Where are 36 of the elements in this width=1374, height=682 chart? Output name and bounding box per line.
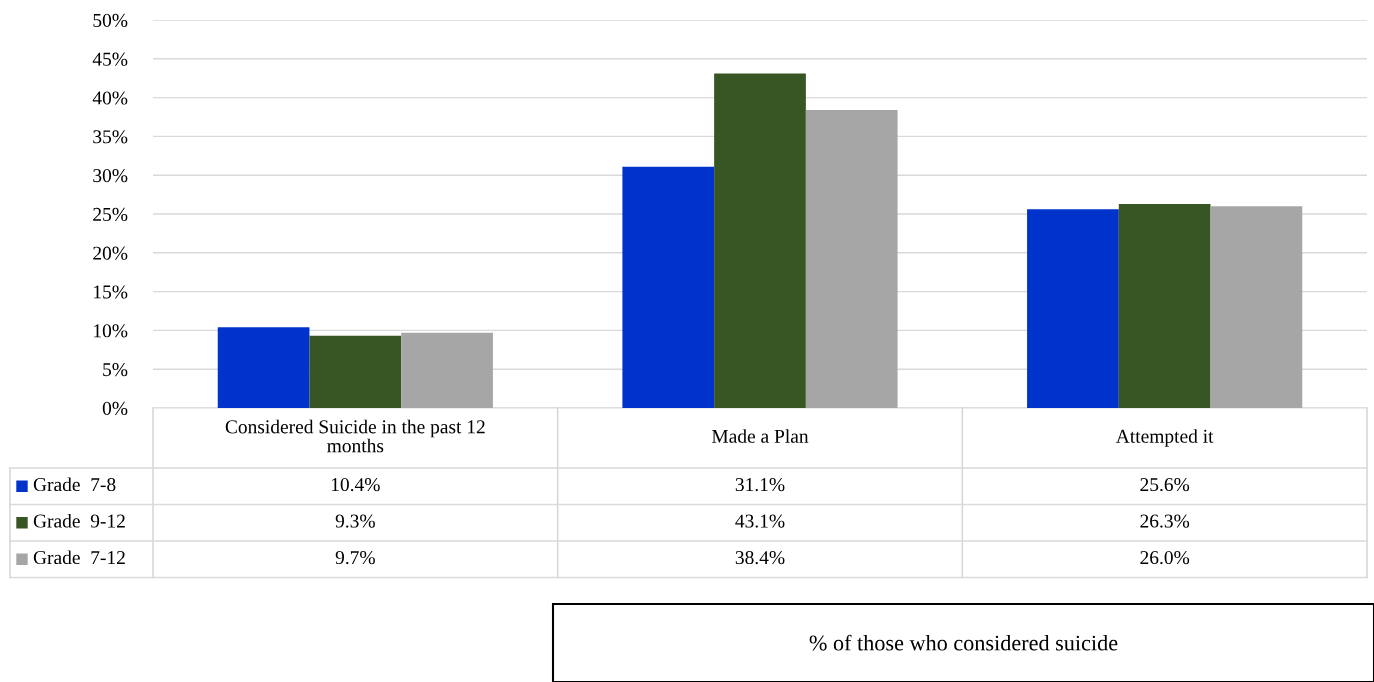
y-tick-label: 25% bbox=[93, 207, 128, 221]
data-label: 43.1% bbox=[735, 514, 785, 528]
data-label: 25.6% bbox=[1140, 478, 1190, 492]
data-label: 26.3% bbox=[1140, 514, 1190, 528]
data-label: 9.3% bbox=[335, 514, 375, 528]
legend-label: Grade 7-12 bbox=[33, 550, 125, 565]
data-label: 38.4% bbox=[735, 551, 785, 565]
bar bbox=[401, 332, 493, 408]
legend-label: Grade 9-12 bbox=[33, 513, 125, 528]
bar bbox=[805, 110, 898, 408]
bar bbox=[1027, 209, 1119, 408]
y-tick-label: 35% bbox=[93, 130, 128, 144]
bar bbox=[309, 335, 402, 408]
bar bbox=[1118, 203, 1211, 408]
y-tick-label: 50% bbox=[93, 13, 128, 27]
bar bbox=[714, 73, 806, 408]
y-tick-label: 45% bbox=[92, 52, 128, 66]
y-tick-label: 20% bbox=[93, 246, 128, 260]
y-tick-label: 40% bbox=[92, 91, 128, 105]
data-label: 26.0% bbox=[1140, 551, 1190, 565]
x-tick-label: Attempted it bbox=[1115, 429, 1214, 447]
legend-label: Grade 7-8 bbox=[33, 477, 116, 492]
data-label: 31.1% bbox=[735, 478, 785, 492]
bar bbox=[217, 327, 310, 408]
y-tick-label: 30% bbox=[93, 169, 128, 183]
y-tick-label: 5% bbox=[103, 363, 128, 377]
y-tick-label: 10% bbox=[94, 324, 128, 338]
text: % of those who considered suicide bbox=[809, 634, 1118, 651]
data-label: 9.7% bbox=[335, 551, 375, 565]
y-tick-label: 0% bbox=[102, 401, 128, 415]
x-tick-label: Considered Suicide in the past 12 months bbox=[225, 419, 485, 453]
y-tick-label: 15% bbox=[94, 285, 128, 299]
data-label: 10.4% bbox=[331, 478, 380, 492]
bar bbox=[1210, 206, 1303, 408]
x-tick-label: Made a Plan bbox=[711, 429, 809, 443]
bar bbox=[622, 166, 715, 408]
